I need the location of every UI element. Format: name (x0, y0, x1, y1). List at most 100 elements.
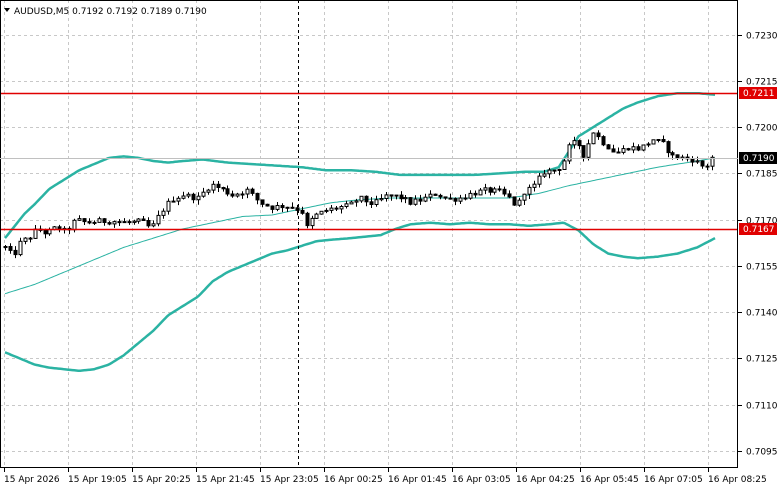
candle-body (146, 220, 151, 227)
candle-body (334, 207, 339, 210)
candles (3, 130, 715, 259)
candle-body (497, 188, 502, 191)
candle-body (171, 200, 176, 203)
candle (102, 218, 107, 226)
candle (112, 220, 117, 228)
candle (389, 194, 394, 201)
candle (161, 208, 166, 219)
candle (596, 130, 601, 140)
candle-body (527, 186, 532, 195)
candle (572, 136, 577, 149)
current-price-badge[interactable] (739, 152, 777, 164)
candle-body (186, 193, 191, 197)
lower-band-line (4, 221, 716, 372)
candle (275, 202, 280, 212)
candle-body (72, 219, 77, 231)
candle (403, 195, 408, 204)
candle (156, 210, 161, 227)
candle (641, 144, 646, 152)
candle-body (221, 187, 226, 190)
candle-body (567, 144, 572, 162)
candle-body (216, 183, 221, 189)
candle (171, 196, 176, 203)
candle-body (300, 209, 305, 214)
candle-body (453, 198, 458, 202)
candle (310, 215, 315, 229)
candle-body (636, 146, 641, 151)
candle (453, 197, 458, 206)
candle (616, 147, 621, 154)
candle (334, 206, 339, 211)
candle (13, 246, 18, 259)
candle-body (502, 188, 507, 195)
candle (240, 191, 245, 199)
chart-title: AUDUSD,M5 0.7192 0.7192 0.7189 0.7190 (14, 7, 207, 17)
candle-body (374, 199, 379, 205)
candle (225, 185, 230, 197)
candle (230, 190, 235, 198)
x-tick-label: 15 Apr 21:45 (196, 475, 255, 485)
candle-body (275, 205, 280, 210)
candle (151, 220, 156, 228)
y-tick-label: 0.7185 (746, 170, 778, 180)
candle-body (314, 213, 319, 219)
price-axis[interactable]: 0.7230 0.7215 0.7200 0.7185 0.7170 0.7155 0.71… (0, 32, 778, 458)
candle (661, 135, 666, 143)
candle-body (28, 237, 33, 240)
candle-body (8, 246, 13, 251)
candle-body (661, 139, 666, 143)
candle-body (349, 201, 354, 205)
candle (517, 197, 522, 207)
candle-body (151, 223, 156, 227)
level-price-label: 0.7167 (743, 225, 775, 235)
candle (132, 219, 137, 225)
candle-body (532, 183, 537, 188)
candle (537, 173, 542, 188)
x-tick-label: 15 Apr 19:05 (68, 475, 127, 485)
candle-body (710, 156, 715, 167)
candle (359, 195, 364, 203)
candle (478, 188, 483, 196)
candle (522, 193, 527, 205)
candle (562, 158, 567, 170)
y-tick-label: 0.7170 (746, 217, 778, 227)
time-axis[interactable]: 15 Apr 2026 15 Apr 19:05 15 Apr 20:25 15 Ap… (4, 468, 767, 485)
candle-body (705, 165, 710, 168)
x-tick-label: 16 Apr 04:25 (516, 475, 575, 485)
candle (443, 196, 448, 200)
candle-body (562, 160, 567, 170)
candle (601, 135, 606, 147)
candle-body (572, 140, 577, 146)
y-tick-label: 0.7110 (746, 402, 778, 412)
candle (235, 192, 240, 198)
candle (122, 218, 127, 224)
triangle-down-icon[interactable] (4, 8, 10, 12)
candle (492, 186, 497, 195)
candle (369, 197, 374, 208)
candle-body (161, 210, 166, 216)
candle-body (250, 188, 255, 194)
candle (295, 204, 300, 216)
candle (191, 192, 196, 204)
candle-body (394, 194, 399, 197)
candle (423, 193, 428, 203)
level-price-badge[interactable] (739, 223, 777, 235)
candle-body (418, 198, 423, 202)
candle (206, 188, 211, 195)
candle-body (181, 195, 186, 199)
candle-body (591, 132, 596, 145)
level-price-badge[interactable] (739, 87, 777, 99)
candle-body (517, 199, 522, 206)
candle-body (626, 148, 631, 151)
candle (216, 181, 221, 192)
candle-body (156, 214, 161, 225)
horizontal-levels[interactable] (0, 92, 738, 231)
candle-body (695, 160, 700, 163)
candle-body (369, 201, 374, 206)
level-price-label: 0.7211 (743, 89, 775, 99)
candle (394, 194, 399, 200)
candle (700, 160, 705, 169)
candle-body (408, 197, 413, 205)
candle-body (225, 188, 230, 195)
